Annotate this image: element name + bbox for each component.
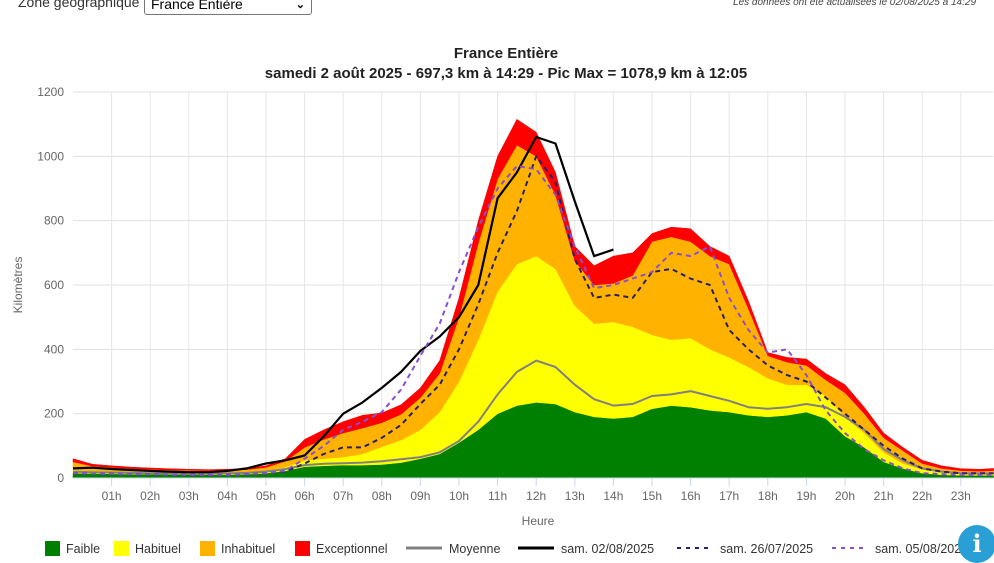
legend-label: sam. 02/08/2025 — [561, 542, 654, 556]
legend-swatch — [295, 541, 310, 556]
legend-label: Habituel — [135, 542, 181, 556]
zone-select-value: France Entière — [151, 0, 243, 12]
update-note: Les données ont été actualisées le 02/08… — [733, 0, 976, 8]
y-tick-label: 600 — [44, 278, 64, 292]
legend: Faible Habituel Inhabituel Exceptionnel Moye… — [45, 541, 968, 556]
x-tick-label: 05h — [256, 489, 276, 503]
legend-label: sam. 05/08/2025 — [875, 542, 968, 556]
y-tick-label: 200 — [44, 407, 64, 421]
x-tick-label: 12h — [526, 489, 546, 503]
line-moyenne — [72, 359, 994, 475]
x-tick-label: 06h — [295, 489, 315, 503]
x-tick-label: 09h — [410, 489, 430, 503]
legend-item-prev_week[interactable]: sam. 26/07/2025 — [677, 542, 813, 556]
x-tick-label: 15h — [642, 489, 662, 503]
legend-label: Moyenne — [449, 542, 500, 556]
legend-item-moyenne[interactable]: Moyenne — [406, 542, 500, 556]
line-series — [72, 135, 994, 476]
chart-subtitle: samedi 2 août 2025 - 697,3 km à 14:29 - … — [265, 65, 747, 82]
legend-label: Exceptionnel — [316, 542, 388, 556]
x-tick-label: 07h — [333, 489, 353, 503]
chart-title: France Entière — [454, 45, 558, 62]
legend-item-next_week[interactable]: sam. 05/08/2025 — [832, 542, 968, 556]
legend-label: Faible — [66, 542, 100, 556]
y-tick-label: 0 — [57, 471, 64, 485]
y-tick-label: 400 — [44, 342, 64, 356]
x-tick-label: 21h — [874, 489, 894, 503]
legend-swatch — [114, 541, 129, 556]
x-tick-label: 08h — [372, 489, 392, 503]
x-tick-label: 19h — [796, 489, 816, 503]
x-tick-label: 20h — [835, 489, 855, 503]
zone-label: Zone géographique : — [18, 0, 148, 10]
x-tick-label: 13h — [565, 489, 585, 503]
info-icon: i — [972, 529, 982, 558]
zone-select[interactable]: France Entière ⌄ — [144, 0, 312, 15]
y-tick-label: 800 — [44, 214, 64, 228]
legend-label: sam. 26/07/2025 — [720, 542, 813, 556]
legend-item-exceptionnel[interactable]: Exceptionnel — [295, 541, 388, 556]
legend-swatch — [45, 541, 60, 556]
x-tick-label: 14h — [603, 489, 623, 503]
y-tick-label: 1000 — [37, 149, 64, 163]
x-axis: 01h 02h 03h 04h 05h 06h 07h 08h 09h 10h 11h 12h 13h 1… — [73, 477, 994, 503]
x-tick-label: 22h — [912, 489, 932, 503]
x-tick-label: 02h — [140, 489, 160, 503]
x-tick-label: 03h — [179, 489, 199, 503]
x-tick-label: 01h — [102, 489, 122, 503]
x-tick-label: 10h — [449, 489, 469, 503]
line-next_week — [72, 165, 994, 476]
legend-swatch — [200, 541, 215, 556]
info-button[interactable]: i — [958, 525, 994, 563]
y-tick-label: 1200 — [37, 85, 64, 99]
y-axis: 0 200 400 600 800 1000 1200 — [37, 85, 64, 485]
x-tick-label: 11h — [488, 489, 507, 503]
stacked-areas — [72, 119, 994, 479]
x-tick-label: 17h — [719, 489, 739, 503]
line-current — [72, 135, 614, 474]
y-axis-title: Kilomètres — [11, 257, 25, 314]
x-axis-title: Heure — [522, 514, 555, 528]
legend-item-inhabituel[interactable]: Inhabituel — [200, 541, 275, 556]
legend-item-faible[interactable]: Faible — [45, 541, 100, 556]
chevron-down-icon: ⌄ — [295, 0, 305, 11]
legend-label: Inhabituel — [221, 542, 275, 556]
legend-item-current[interactable]: sam. 02/08/2025 — [518, 542, 654, 556]
x-tick-label: 23h — [951, 489, 971, 503]
x-tick-label: 18h — [758, 489, 778, 503]
x-tick-label: 16h — [681, 489, 701, 503]
x-tick-label: 04h — [217, 489, 237, 503]
legend-item-habituel[interactable]: Habituel — [114, 541, 181, 556]
